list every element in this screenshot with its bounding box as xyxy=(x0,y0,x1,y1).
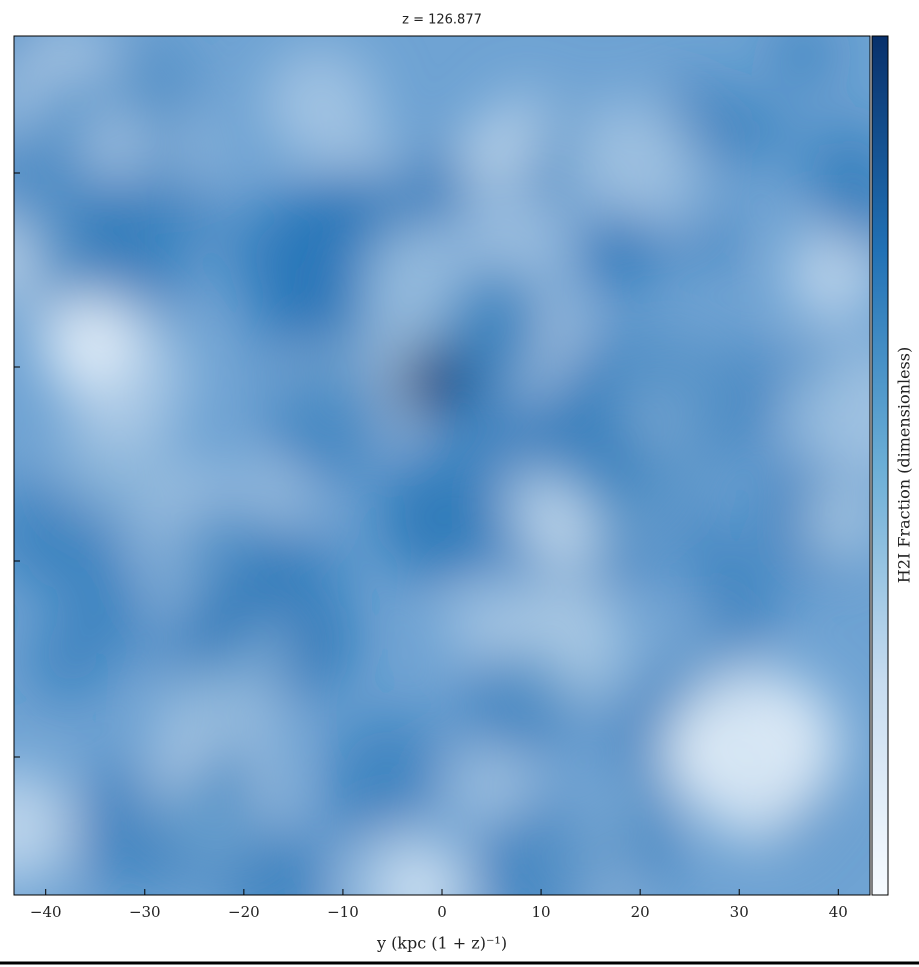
texture-blob xyxy=(791,343,870,482)
x-tick-label: −40 xyxy=(30,903,62,921)
texture-blob xyxy=(187,733,267,812)
x-axis-label: y (kpc (1 + z)⁻¹) xyxy=(376,934,507,953)
texture-blob xyxy=(769,36,837,88)
texture-blob xyxy=(245,526,354,635)
texture-blob xyxy=(105,161,219,275)
x-tick-label: 0 xyxy=(437,903,447,921)
x-tick-label: 10 xyxy=(532,903,551,921)
texture-blob xyxy=(808,486,870,557)
texture-blob xyxy=(691,555,784,648)
texture-blob xyxy=(104,39,189,124)
colorbar-label: H2I Fraction (dimensionless) xyxy=(895,347,914,583)
texture-blob xyxy=(270,360,390,480)
texture-blob xyxy=(449,256,552,359)
texture-blob xyxy=(446,381,545,481)
texture-blob xyxy=(263,47,378,161)
texture-blob xyxy=(40,290,140,390)
texture-blob xyxy=(14,125,102,244)
texture-blob xyxy=(30,63,112,145)
x-tick-label: −20 xyxy=(228,903,260,921)
x-tick-label: 20 xyxy=(631,903,650,921)
texture-blob xyxy=(390,340,470,420)
texture-blob xyxy=(682,214,738,270)
texture-blob xyxy=(457,122,529,193)
texture-blob xyxy=(230,190,370,330)
texture-blob xyxy=(590,521,656,587)
texture-blob xyxy=(138,110,190,163)
texture-blob xyxy=(505,465,575,535)
texture-blob xyxy=(386,850,465,895)
texture-blob xyxy=(394,164,460,230)
texture-blob xyxy=(332,790,384,842)
colorbar xyxy=(871,35,889,896)
texture-blob xyxy=(25,615,115,705)
texture-blob xyxy=(820,168,870,257)
texture-blob xyxy=(382,468,493,579)
image-texture xyxy=(14,36,870,895)
x-tick-label: −30 xyxy=(129,903,161,921)
x-tick-label: 30 xyxy=(730,903,749,921)
texture-blob xyxy=(602,782,670,850)
texture-blob xyxy=(562,100,699,237)
texture-blob xyxy=(670,670,830,830)
texture-blob xyxy=(609,433,705,529)
texture-blob xyxy=(736,102,794,160)
texture-blob xyxy=(46,535,138,627)
texture-blob xyxy=(657,340,780,462)
texture-blob xyxy=(14,769,72,885)
texture-blob xyxy=(470,796,608,895)
y-tick-marks xyxy=(14,172,20,758)
chart-title: z = 126.877 xyxy=(402,13,482,28)
image-field xyxy=(14,36,870,895)
texture-blob xyxy=(575,205,665,295)
x-tick-label: −10 xyxy=(327,903,359,921)
texture-blob xyxy=(459,645,576,762)
x-tick-label: 40 xyxy=(829,903,848,921)
